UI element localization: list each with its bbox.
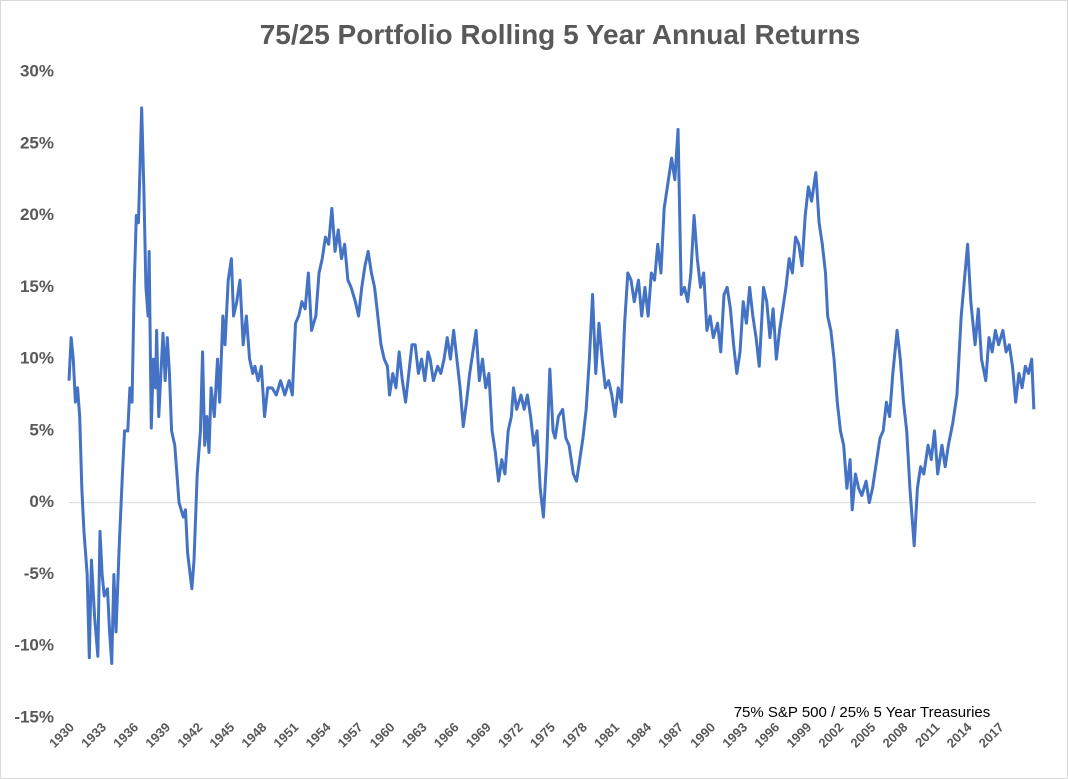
y-tick-label: 10% [20,349,54,368]
annotation: 75% S&P 500 / 25% 5 Year Treasuries [734,704,991,721]
y-tick-label: -10% [14,636,54,655]
y-tick-label: -5% [24,564,54,583]
y-tick-label: 30% [20,61,54,80]
chart-title: 75/25 Portfolio Rolling 5 Year Annual Re… [260,19,861,50]
y-tick-label: 0% [29,492,54,511]
y-tick-label: 20% [20,205,54,224]
y-tick-label: -15% [14,707,54,726]
data-line [67,106,1036,665]
y-tick-label: 5% [29,420,54,439]
y-tick-label: 25% [20,133,54,152]
y-tick-label: 15% [20,277,54,296]
